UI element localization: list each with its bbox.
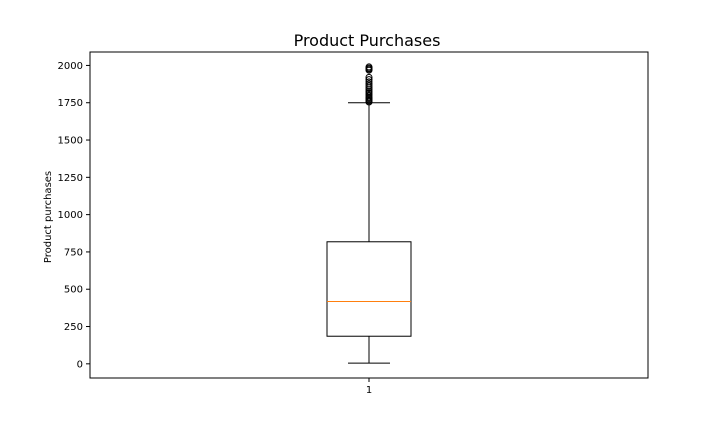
y-tick-label: 1000 xyxy=(58,210,83,221)
y-tick-label: 2000 xyxy=(58,61,83,72)
y-tick-label: 0 xyxy=(77,359,83,370)
box-1 xyxy=(327,64,411,363)
x-axis-ticks: 1 xyxy=(366,378,372,396)
y-tick-label: 250 xyxy=(64,322,83,333)
x-tick-label: 1 xyxy=(366,385,372,396)
y-tick-label: 1250 xyxy=(58,173,83,184)
y-axis-ticks: 0 250 500 750 1000 1250 1500 1750 2000 xyxy=(58,61,90,370)
y-axis-label: Product purchases xyxy=(43,171,54,263)
box-plot-series xyxy=(327,64,411,363)
chart-title: Product Purchases xyxy=(294,31,441,50)
y-tick-label: 750 xyxy=(64,247,83,258)
y-tick-label: 1500 xyxy=(58,136,83,147)
iqr-box xyxy=(327,242,411,336)
y-tick-label: 1750 xyxy=(58,98,83,109)
y-tick-label: 500 xyxy=(64,285,83,296)
